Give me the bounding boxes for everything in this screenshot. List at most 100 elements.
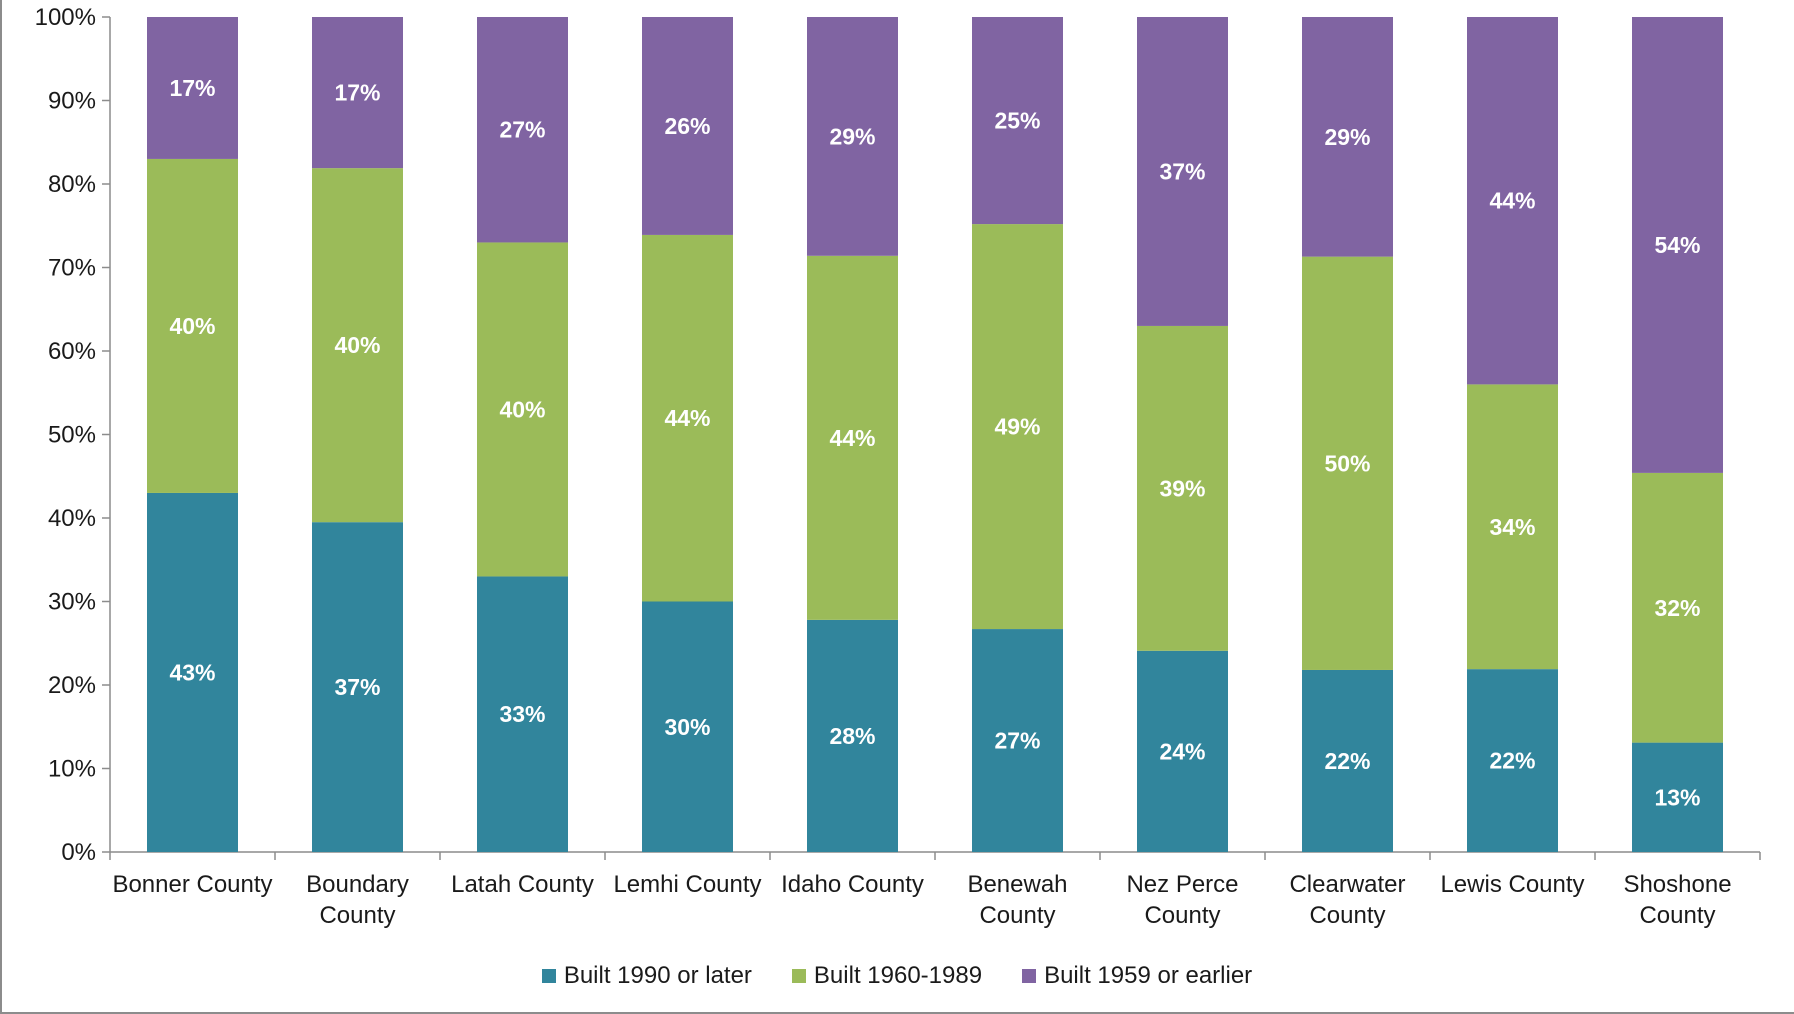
- y-tick-label: 70%: [48, 255, 96, 282]
- bar-segment: [147, 492, 238, 852]
- bar-segment: [312, 17, 403, 169]
- y-tick-label: 80%: [48, 171, 96, 198]
- data-label: 22%: [1489, 748, 1535, 774]
- y-axis: 0% 10% 20% 30% 40% 50% 60% 70% 80% 90% 100%: [35, 4, 111, 866]
- data-label: 28%: [829, 723, 875, 749]
- legend-item-1960: Built 1960-1989: [791, 962, 983, 990]
- bar-segment: [1467, 17, 1558, 385]
- bar-segment: [1632, 17, 1723, 473]
- bar-segment: [1137, 17, 1228, 326]
- legend-label-1960: Built 1960-1989: [813, 962, 983, 989]
- data-label: 29%: [1324, 124, 1370, 150]
- data-label: 40%: [499, 396, 545, 422]
- category-label: Nez Perce: [1126, 871, 1238, 898]
- data-label: 17%: [334, 80, 380, 106]
- bar-segment: [147, 158, 238, 493]
- data-label: 34%: [1489, 514, 1535, 540]
- bar-segment: [972, 629, 1063, 852]
- data-label: 37%: [1159, 158, 1205, 184]
- data-label: 22%: [1324, 748, 1370, 774]
- bar-segment: [642, 601, 733, 852]
- data-label: 44%: [1489, 188, 1535, 214]
- data-label: 13%: [1654, 784, 1700, 810]
- y-tick-label: 60%: [48, 338, 96, 365]
- bar-segment: [477, 17, 568, 243]
- data-label: 32%: [1654, 595, 1700, 621]
- data-label: 17%: [169, 75, 215, 101]
- data-label: 37%: [334, 674, 380, 700]
- data-label: 33%: [499, 701, 545, 727]
- category-label: County: [1309, 902, 1385, 929]
- bar-segment: [1302, 669, 1393, 852]
- legend-swatch-1959: [1022, 969, 1037, 983]
- category-label: County: [979, 902, 1055, 929]
- data-label: 27%: [994, 728, 1040, 754]
- bar-segment: [807, 17, 898, 256]
- bar-segment: [312, 522, 403, 852]
- bar-segment: [477, 576, 568, 852]
- y-tick-label: 20%: [48, 672, 96, 699]
- data-label: 44%: [664, 405, 710, 431]
- bar-segment: [642, 17, 733, 235]
- data-label: 44%: [829, 425, 875, 451]
- data-label: 50%: [1324, 450, 1370, 476]
- bar-segment: [1467, 669, 1558, 852]
- legend-label-1990: Built 1990 or later: [563, 962, 752, 989]
- data-label: 49%: [994, 414, 1040, 440]
- category-label: Benewah: [967, 871, 1067, 898]
- bar-segment: [807, 255, 898, 620]
- y-tick-label: 0%: [61, 839, 96, 866]
- bar-segment: [1632, 742, 1723, 852]
- legend: Built 1990 or later Built 1960-1989 Buil…: [0, 962, 1794, 990]
- x-axis: [109, 851, 1761, 860]
- y-tick-label: 90%: [48, 88, 96, 115]
- bar-segment: [1137, 325, 1228, 651]
- data-label: 24%: [1159, 738, 1205, 764]
- bar-segment: [312, 168, 403, 523]
- category-label: Idaho County: [781, 871, 924, 898]
- bar-segment: [1632, 472, 1723, 743]
- category-label: Clearwater: [1289, 871, 1405, 898]
- category-label: Lewis County: [1440, 871, 1584, 898]
- category-label: Boundary: [306, 871, 409, 898]
- bar-segment: [477, 242, 568, 577]
- data-label: 29%: [829, 123, 875, 149]
- legend-item-1990: Built 1990 or later: [541, 962, 752, 990]
- stacked-bar-chart: 0% 10% 20% 30% 40% 50% 60% 70% 80% 90% 100% 43% 40%…: [35, 4, 1761, 929]
- data-label: 27%: [499, 117, 545, 143]
- bar-segment: [642, 234, 733, 602]
- bar-segment: [1302, 256, 1393, 670]
- y-tick-label: 100%: [35, 4, 96, 31]
- legend-item-1959: Built 1959 or earlier: [1022, 962, 1252, 990]
- category-label: County: [1639, 902, 1715, 929]
- legend-swatch-1990: [541, 969, 556, 983]
- bar-segment: [1137, 650, 1228, 852]
- data-label: 40%: [334, 332, 380, 358]
- bar-segment: [1302, 17, 1393, 257]
- data-label: 54%: [1654, 232, 1700, 258]
- category-label: Shoshone: [1623, 871, 1731, 898]
- data-label: 40%: [169, 313, 215, 339]
- data-label: 26%: [664, 113, 710, 139]
- bar-segment: [147, 17, 238, 159]
- data-label: 25%: [994, 108, 1040, 134]
- legend-label-1959: Built 1959 or earlier: [1044, 962, 1253, 989]
- data-label: 30%: [664, 714, 710, 740]
- bar-segment: [972, 17, 1063, 225]
- y-tick-label: 10%: [48, 756, 96, 783]
- category-label: Bonner County: [112, 871, 272, 898]
- data-label: 43%: [169, 659, 215, 685]
- y-tick-label: 40%: [48, 505, 96, 532]
- bars: 43% 40% 17% 37% 40% 17% 33% 40% 27% 30% 44% 26% 28% 4…: [147, 17, 1723, 852]
- bar-segment: [1467, 384, 1558, 670]
- y-tick-label: 30%: [48, 589, 96, 616]
- legend-swatch-1960: [791, 969, 806, 983]
- data-label: 39%: [1159, 475, 1205, 501]
- category-label: County: [319, 902, 395, 929]
- bar-segment: [972, 224, 1063, 630]
- bar-segment: [807, 619, 898, 852]
- y-tick-label: 50%: [48, 422, 96, 449]
- category-labels: Bonner County Boundary County Latah County L…: [112, 871, 1731, 929]
- category-label: County: [1144, 902, 1220, 929]
